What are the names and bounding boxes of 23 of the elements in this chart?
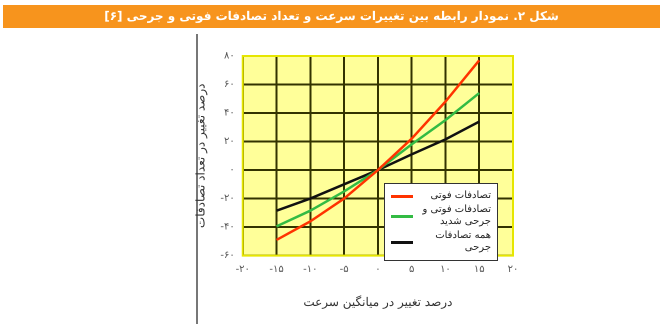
y-tick-label: ۰ bbox=[229, 164, 235, 176]
y-tick-label: ۸۰ bbox=[224, 50, 235, 62]
y-tick-label: -۲۰ bbox=[220, 193, 235, 204]
y-tick-label: -۶۰ bbox=[220, 250, 235, 262]
x-tick-label: -۱۵ bbox=[269, 264, 284, 276]
chart-title: شکل ۲. نمودار رابطه بین تغییرات سرعت و تعداد تصادفات فوتی و جرحی [۶] bbox=[3, 5, 660, 28]
x-tick-label: ۲۰ bbox=[508, 264, 518, 276]
x-tick-label: ۰ bbox=[375, 264, 381, 276]
y-tick-label: ۴۰ bbox=[224, 108, 235, 119]
x-tick-label: -۵ bbox=[340, 264, 349, 276]
legend-label: تصادفات فوتی و جرحی شدید bbox=[421, 204, 491, 228]
y-tick-label: -۴۰ bbox=[220, 222, 235, 233]
y-axis-title: درصد تغییر در تعداد تصادفات bbox=[193, 84, 208, 228]
x-tick-label: -۱۰ bbox=[303, 264, 318, 276]
x-tick-label: ۱۰ bbox=[440, 264, 451, 276]
x-tick-label: ۱۵ bbox=[474, 264, 485, 276]
y-tick-label: ۲۰ bbox=[224, 136, 235, 148]
legend-label: تصادفات فوتی bbox=[430, 190, 491, 202]
x-axis-title: درصد تغییر در میانگین سرعت bbox=[303, 294, 452, 309]
y-tick-label: ۶۰ bbox=[224, 79, 235, 90]
legend-label: همه تصادفات جرحی bbox=[434, 230, 491, 254]
x-tick-label: ۵ bbox=[408, 264, 414, 276]
x-tick-label: -۲۰ bbox=[236, 264, 250, 276]
